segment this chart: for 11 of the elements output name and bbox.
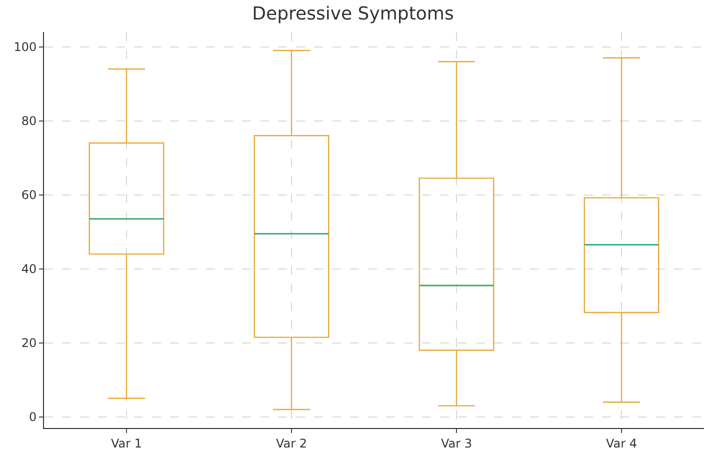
y-tick-label: 40 <box>21 262 37 276</box>
chart-title: Depressive Symptoms <box>252 3 454 24</box>
x-tick-label: Var 1 <box>110 436 142 450</box>
y-tick-label: 100 <box>14 40 37 54</box>
x-tick-label: Var 3 <box>440 436 472 450</box>
x-tick-label: Var 2 <box>276 436 308 450</box>
y-tick-label: 0 <box>28 410 37 424</box>
y-tick-label: 80 <box>21 114 37 128</box>
y-tick-label: 20 <box>21 336 37 350</box>
y-tick-label: 60 <box>21 188 37 202</box>
x-tick-label: Var 4 <box>606 436 638 450</box>
